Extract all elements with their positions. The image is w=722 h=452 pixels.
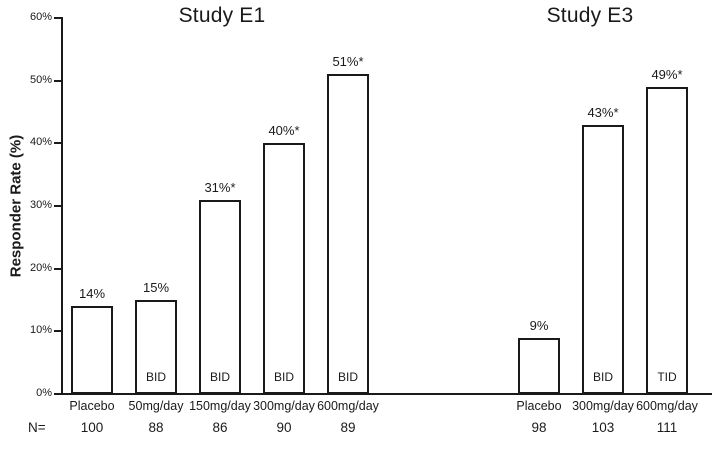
n-value: 111	[656, 420, 678, 435]
n-value: 86	[212, 420, 228, 435]
bar	[646, 86, 688, 394]
y-tick-mark	[54, 393, 61, 395]
bar	[135, 300, 177, 394]
group-title-study-e1: Study E1	[178, 4, 266, 27]
n-value: 98	[531, 420, 547, 435]
n-value: 103	[591, 420, 615, 435]
y-tick-mark	[54, 267, 61, 270]
y-tick-mark	[54, 142, 61, 145]
x-axis-category-label: 300mg/day	[253, 399, 315, 413]
bar-value-label: 40%*	[268, 123, 300, 139]
y-tick-mark	[54, 205, 61, 207]
n-value: 88	[148, 420, 164, 435]
y-tick-label: 40%	[29, 136, 52, 149]
bar	[327, 74, 369, 394]
bar-dose-frequency-label: BID	[209, 370, 230, 384]
y-tick-label: 60%	[29, 11, 52, 23]
y-tick-label: 50%	[29, 73, 52, 86]
bar	[582, 124, 624, 394]
n-value: 100	[80, 420, 104, 435]
bar-value-label: 51%*	[332, 54, 364, 70]
y-axis-line	[61, 17, 63, 395]
bar-value-label: 49%*	[651, 66, 683, 82]
x-axis-category-label: Placebo	[69, 399, 115, 413]
group-title-study-e3: Study E3	[546, 4, 634, 27]
y-tick-label: 30%	[29, 199, 52, 211]
x-axis-line	[61, 393, 712, 395]
bar-dose-frequency-label: TID	[657, 370, 677, 384]
n-equals-label: N=	[28, 420, 46, 435]
bar-value-label: 9%	[529, 317, 549, 333]
y-tick-mark	[54, 330, 61, 333]
x-axis-category-label: 600mg/day	[636, 399, 698, 413]
x-axis-category-label: 300mg/day	[572, 399, 634, 413]
y-tick-label: 0%	[36, 387, 52, 399]
bar-dose-frequency-label: BID	[337, 370, 358, 384]
bar-dose-frequency-label: BID	[592, 370, 613, 384]
y-tick-mark	[54, 79, 61, 82]
y-tick-mark	[54, 17, 61, 19]
bar-dose-frequency-label: BID	[145, 370, 166, 384]
bar-value-label: 15%	[142, 280, 170, 295]
bar	[71, 306, 113, 394]
n-value: 89	[340, 420, 356, 435]
x-axis-category-label: 150mg/day	[189, 399, 251, 413]
x-axis-category-label: 50mg/day	[128, 399, 184, 413]
bar	[518, 337, 560, 394]
y-tick-label: 10%	[29, 324, 52, 337]
bar-dose-frequency-label: BID	[273, 370, 294, 384]
x-axis-category-label: 600mg/day	[317, 399, 379, 413]
x-axis-category-label: Placebo	[516, 399, 562, 413]
y-tick-label: 20%	[29, 261, 52, 274]
bar	[199, 199, 241, 394]
bar-value-label: 43%*	[587, 104, 619, 120]
bar	[263, 143, 305, 394]
n-value: 90	[276, 420, 292, 435]
bar-value-label: 31%*	[204, 179, 236, 195]
bar-value-label: 14%	[78, 286, 106, 302]
